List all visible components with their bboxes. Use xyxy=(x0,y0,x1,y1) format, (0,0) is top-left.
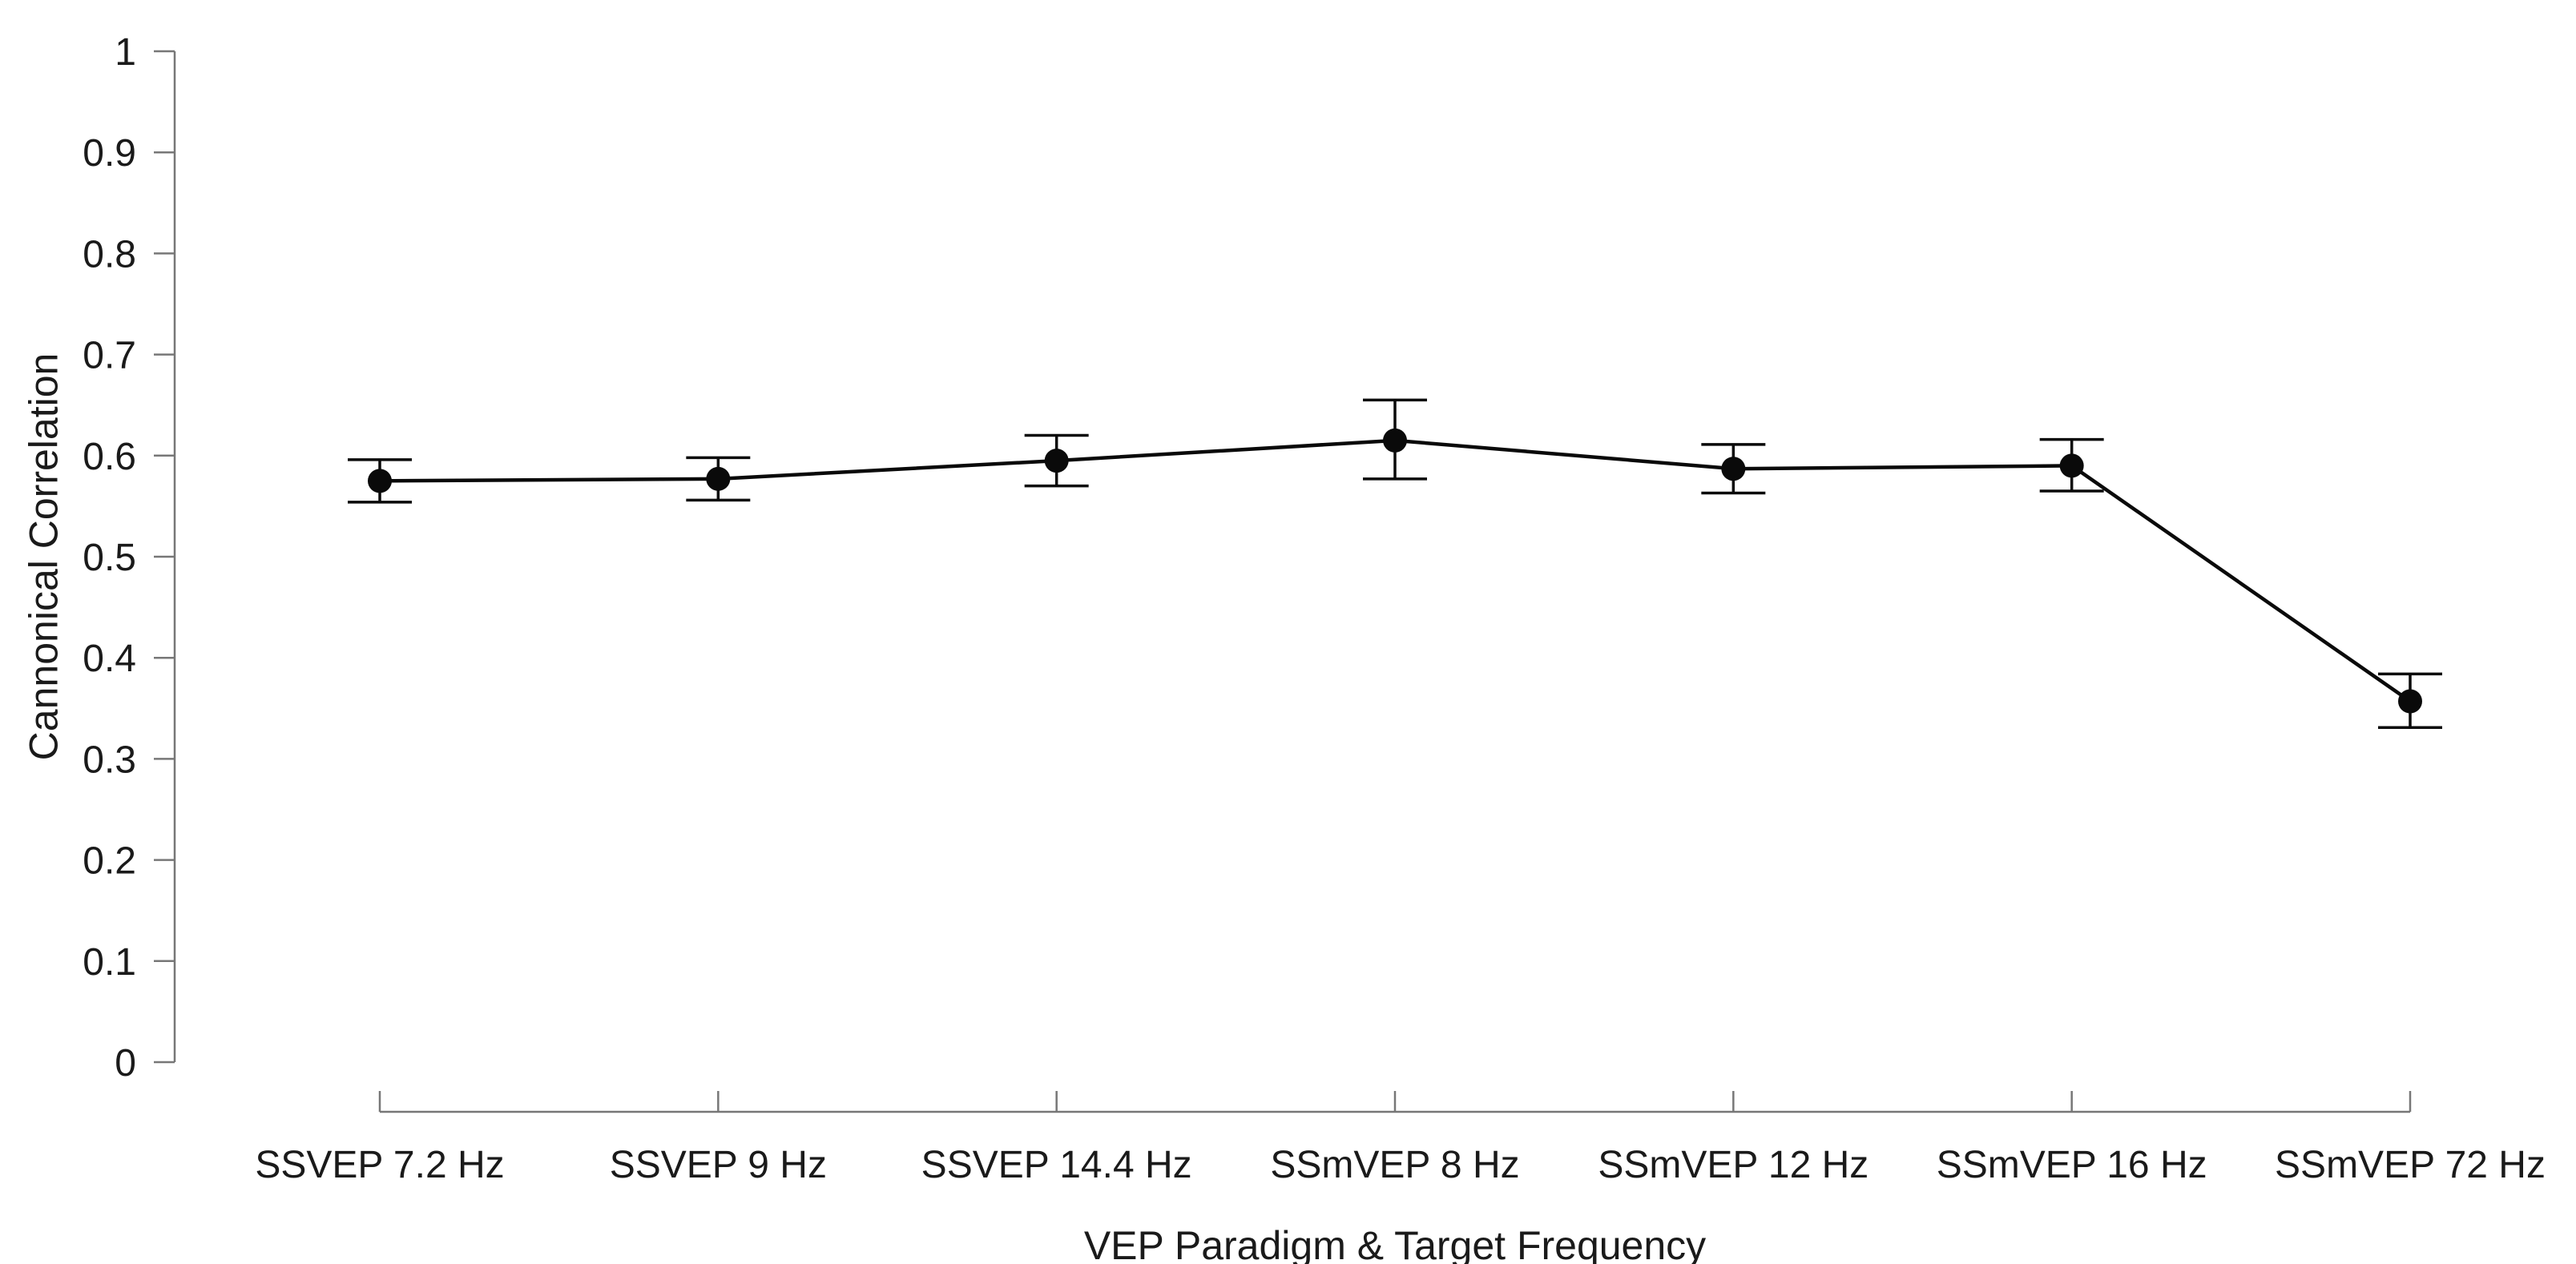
x-tick-label: SSmVEP 72 Hz xyxy=(2275,1144,2546,1186)
x-axis: SSVEP 7.2 Hz SSVEP 9 Hz SSVEP 14.4 Hz SSmVE… xyxy=(255,1091,2546,1186)
data-point xyxy=(1383,428,1407,453)
x-tick-label: SSmVEP 8 Hz xyxy=(1270,1144,1519,1186)
x-tick-label: SSmVEP 12 Hz xyxy=(1598,1144,1869,1186)
x-tick-label: SSVEP 14.4 Hz xyxy=(921,1144,1192,1186)
y-tick-label: 0.3 xyxy=(83,739,136,781)
y-tick-label: 0.5 xyxy=(83,537,136,579)
y-tick-label: 0.8 xyxy=(83,233,136,276)
series-layer xyxy=(348,398,2442,730)
y-axis: 0 0.1 0.2 0.3 0.4 0.5 0.6 0.7 0.8 0.9 1 xyxy=(83,31,176,1085)
data-point xyxy=(1044,449,1069,473)
y-tick-label: 1 xyxy=(115,31,136,74)
y-tick-label: 0.9 xyxy=(83,132,136,175)
y-tick-label: 0.2 xyxy=(83,840,136,883)
x-axis-title: VEP Paradigm & Target Frequency xyxy=(1084,1223,1706,1264)
x-tick-label: SSVEP 9 Hz xyxy=(610,1144,827,1186)
y-tick-label: 0.7 xyxy=(83,335,136,377)
data-point xyxy=(1721,457,1746,481)
x-tick-label: SSmVEP 16 Hz xyxy=(1937,1144,2207,1186)
y-tick-label: 0 xyxy=(115,1042,136,1085)
data-point xyxy=(706,466,731,491)
y-tick-label: 0.4 xyxy=(83,638,136,680)
y-tick-label: 0.6 xyxy=(83,436,136,478)
x-tick-label: SSVEP 7.2 Hz xyxy=(255,1144,504,1186)
y-axis-title: Cannonical Correlation xyxy=(22,353,67,761)
data-point xyxy=(2059,453,2084,478)
y-tick-label: 0.1 xyxy=(83,941,136,984)
data-point xyxy=(368,469,392,493)
data-point xyxy=(2398,689,2422,714)
